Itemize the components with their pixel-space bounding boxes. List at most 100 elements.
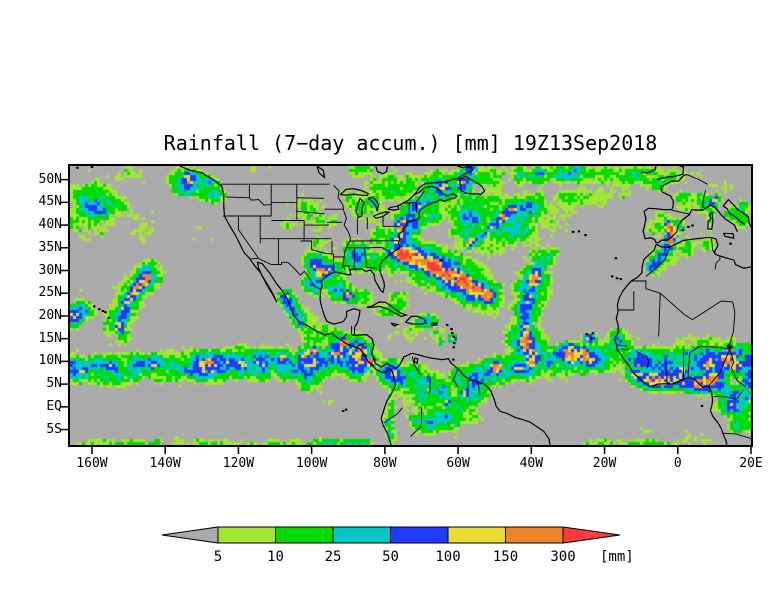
- coastline-path: [657, 166, 685, 181]
- island-dot: [104, 311, 107, 314]
- lat-tick-label: 5N: [46, 376, 62, 392]
- lat-tick-label: 25N: [38, 285, 62, 301]
- border-path: [684, 300, 722, 321]
- lon-tick-label: 20W: [592, 456, 617, 471]
- border-path: [686, 174, 708, 185]
- lat-tick-label: EQ: [46, 398, 62, 414]
- island-dot: [76, 166, 79, 169]
- colorbar-tick-label: 50: [382, 549, 399, 565]
- border-path: [296, 210, 325, 215]
- border-path: [248, 257, 321, 290]
- island-dot: [614, 257, 618, 260]
- coastline-path: [354, 333, 551, 445]
- island-dot: [584, 234, 587, 237]
- island-dot: [619, 278, 622, 281]
- border-path: [635, 350, 649, 369]
- border-path: [225, 196, 250, 199]
- coastline-path: [459, 175, 486, 196]
- island-dot: [107, 316, 111, 319]
- colorbar-segment: [217, 526, 276, 544]
- coastline-path: [390, 322, 400, 327]
- coastline-path: [707, 211, 714, 230]
- border-path: [645, 288, 661, 337]
- island-dot: [585, 333, 588, 336]
- coastline-path: [655, 236, 751, 269]
- lat-tick-label: 40N: [38, 217, 62, 233]
- map-frame: [68, 164, 753, 447]
- border-path: [711, 237, 716, 255]
- border-path: [429, 378, 432, 395]
- coastline-path: [642, 174, 739, 244]
- border-path: [714, 256, 721, 270]
- island-dot: [90, 166, 94, 168]
- border-path: [347, 246, 391, 254]
- island-dot: [341, 409, 345, 412]
- border-path: [689, 345, 730, 354]
- island-dot: [708, 389, 711, 392]
- island-dot: [450, 328, 453, 331]
- border-path: [708, 348, 731, 386]
- island-dot: [439, 259, 443, 262]
- coastline-path: [397, 193, 416, 207]
- colorbar-segment: [275, 526, 334, 544]
- coastline-path: [316, 166, 326, 179]
- colorbar-tick-label: 150: [493, 549, 518, 565]
- island-dot: [590, 337, 593, 340]
- map-overlay: [76, 166, 751, 445]
- border-path: [729, 348, 747, 388]
- island-dot: [452, 346, 455, 349]
- coastline-path: [362, 352, 368, 358]
- island-dot: [729, 242, 732, 245]
- island-dot: [445, 323, 449, 326]
- border-path: [721, 300, 733, 303]
- coastline-path: [387, 205, 400, 211]
- island-dot: [577, 230, 581, 233]
- border-path: [363, 247, 377, 269]
- border-path: [477, 382, 481, 396]
- lat-tick-label: 5S: [46, 421, 62, 437]
- lon-tick-label: 40W: [519, 456, 544, 471]
- border-path: [415, 202, 418, 213]
- border-path: [671, 209, 690, 215]
- colorbar-segment: [332, 526, 391, 544]
- border-path: [616, 344, 628, 347]
- coastline-path: [404, 315, 428, 325]
- border-path: [645, 247, 671, 277]
- island-dot: [700, 404, 704, 407]
- lon-tick-label: 100W: [295, 456, 328, 471]
- border-path: [659, 292, 685, 315]
- colorbar-segment: [447, 526, 506, 544]
- border-path: [382, 216, 401, 227]
- border-path: [618, 291, 635, 311]
- border-path: [339, 333, 348, 342]
- border-path: [702, 190, 707, 209]
- border-path: [248, 184, 272, 216]
- lon-tick-label: 140W: [149, 456, 181, 471]
- border-path: [237, 216, 259, 259]
- lon-tick-label: 120W: [222, 456, 255, 471]
- lon-tick-label: 80W: [373, 456, 397, 471]
- coastline-path: [355, 197, 365, 219]
- island-dot: [344, 408, 348, 411]
- border-path: [410, 407, 422, 437]
- border-path: [402, 190, 425, 204]
- lat-tick-label: 50N: [38, 171, 62, 187]
- colorbar-tick-label: 10: [267, 549, 284, 565]
- colorbar-tick-label: 100: [435, 549, 460, 565]
- border-path: [300, 240, 335, 272]
- lon-tick-label: 60W: [446, 456, 470, 471]
- coastline-path: [413, 357, 419, 365]
- coastline-path: [375, 166, 388, 175]
- island-dot: [101, 310, 105, 312]
- lat-tick-label: 15N: [38, 330, 62, 346]
- lon-tick-label: 20E: [739, 456, 763, 471]
- border-path: [333, 185, 351, 271]
- island-dot: [452, 358, 455, 361]
- island-dot: [691, 224, 694, 227]
- border-path: [722, 432, 751, 440]
- island-dot: [687, 225, 690, 228]
- border-path: [713, 390, 744, 400]
- coastline-path: [722, 232, 735, 239]
- rainfall-raster: [70, 166, 751, 445]
